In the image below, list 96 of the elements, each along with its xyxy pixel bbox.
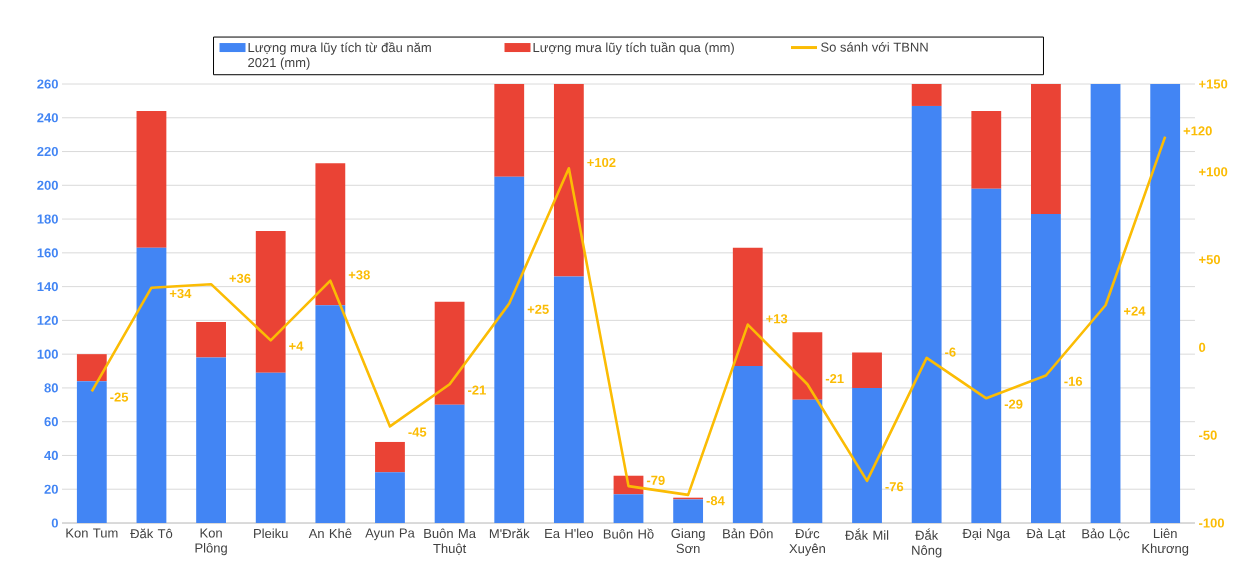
legend-label: Lượng mưa lũy tích tuần qua (mm): [533, 42, 734, 55]
bar: [315, 163, 346, 306]
legend-label: So sánh với TBNN: [821, 42, 928, 52]
x-tick-label: Ayun Pa: [365, 528, 415, 541]
bar: [196, 322, 226, 358]
data-label: -79: [646, 475, 665, 485]
y-tick-label: 200: [37, 180, 58, 190]
data-label: -16: [1064, 376, 1083, 386]
y2-tick-label: +50: [1199, 254, 1221, 265]
bar: [852, 387, 882, 523]
bar: [732, 365, 763, 523]
data-label: +120: [1183, 126, 1212, 136]
bar: [196, 357, 226, 523]
bar: [613, 494, 644, 523]
bar: [76, 381, 107, 523]
bar: [255, 230, 286, 373]
bar: [1150, 84, 1181, 523]
x-tick-label: Đức Xuyên: [789, 528, 825, 556]
x-tick-label: Đắk Mil: [845, 528, 889, 540]
line-series: [90, 135, 1167, 497]
bar: [255, 372, 286, 523]
bar: [1031, 214, 1061, 523]
bar: [375, 441, 405, 473]
bar: [315, 305, 346, 523]
data-label: +38: [348, 270, 370, 280]
x-tick-label: Kon Plông: [195, 528, 227, 556]
bar: [553, 84, 584, 277]
bar: [1090, 84, 1121, 523]
bar: [911, 105, 942, 523]
data-label: +25: [527, 304, 549, 314]
data-label: +102: [587, 157, 616, 168]
legend-label: Lượng mưa lũy tích từ đầu năm 2021 (mm): [248, 42, 431, 70]
data-label: -21: [468, 385, 486, 395]
data-label: -29: [1004, 399, 1023, 409]
data-label: -21: [825, 374, 844, 384]
y-tick-label: 80: [44, 383, 58, 393]
y-tick-label: 140: [37, 282, 58, 292]
x-tick-label: Liên Khương: [1142, 528, 1189, 556]
data-label: -25: [110, 392, 129, 402]
bar: [375, 472, 405, 523]
data-label: +13: [766, 314, 788, 324]
bar: [553, 276, 584, 523]
y-tick-label: 160: [37, 248, 58, 258]
data-label: -45: [408, 427, 427, 437]
bar: [434, 404, 465, 523]
x-tick-label: Pleiku: [254, 528, 288, 539]
y-tick-label: 120: [37, 315, 58, 325]
y-tick-label: 0: [51, 518, 58, 528]
x-tick-label: Buôn Hồ: [603, 528, 654, 539]
x-tick-label: Đắk Nông: [912, 528, 942, 558]
bar: [434, 301, 465, 405]
bar: [852, 352, 882, 388]
bar: [494, 176, 525, 523]
data-label: +34: [169, 288, 192, 299]
data-label: -84: [706, 496, 725, 506]
x-tick-label: Buôn Ma Thuột: [424, 528, 476, 555]
x-tick-label: Bản Đôn: [723, 528, 773, 539]
x-tick-label: Đăk Tô: [130, 528, 173, 539]
bar: [494, 84, 525, 177]
x-tick-label: Kon Tum: [66, 528, 118, 538]
bar: [792, 332, 823, 400]
x-tick-label: An Khê: [308, 528, 352, 539]
y-tick-label: 100: [37, 349, 58, 359]
y2-tick-label: 0: [1199, 342, 1206, 352]
x-tick-label: Đại Nga: [962, 528, 1011, 541]
data-label: -6: [945, 347, 956, 357]
bar: [792, 399, 823, 523]
bar: [1031, 84, 1061, 215]
bar: [673, 499, 704, 523]
y-tick-label: 180: [37, 214, 58, 224]
x-tick-label: Giang Sơn: [671, 528, 705, 554]
y-tick-label: 220: [37, 146, 58, 157]
y-tick-label: 240: [37, 113, 58, 123]
bar: [911, 84, 942, 106]
bar: [971, 188, 1002, 523]
y-tick-label: 20: [44, 484, 58, 494]
y-tick-label: 60: [44, 417, 58, 427]
x-tick-label: M'Đrăk: [489, 528, 530, 539]
data-label: -76: [885, 482, 904, 492]
bar: [136, 247, 167, 523]
y2-tick-label: -100: [1199, 518, 1224, 528]
data-label: +4: [289, 341, 304, 351]
y-tick-label: 260: [37, 79, 58, 89]
data-label: +24: [1123, 306, 1146, 316]
x-tick-label: Đà Lạt: [1026, 528, 1066, 541]
y2-tick-label: +100: [1199, 167, 1228, 177]
bar: [136, 111, 167, 248]
bar: [76, 354, 107, 382]
bar: [971, 111, 1002, 189]
data-label: +36: [229, 273, 251, 283]
bar: [732, 247, 763, 366]
y-tick-label: 40: [44, 450, 58, 461]
y2-tick-label: +150: [1199, 79, 1228, 89]
y2-tick-label: -50: [1199, 430, 1217, 440]
x-tick-label: Bảo Lộc: [1082, 528, 1130, 541]
x-tick-label: Ea H'leo: [545, 528, 594, 539]
